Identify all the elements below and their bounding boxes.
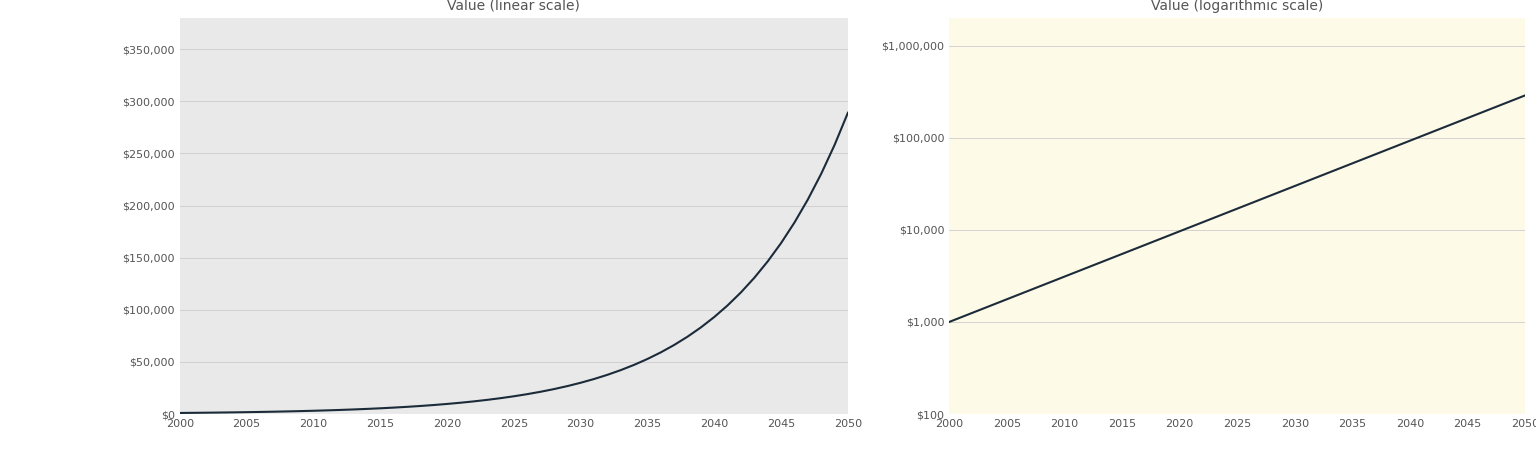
Title: Value (logarithmic scale): Value (logarithmic scale) xyxy=(1150,0,1324,13)
Title: Value (linear scale): Value (linear scale) xyxy=(447,0,581,13)
